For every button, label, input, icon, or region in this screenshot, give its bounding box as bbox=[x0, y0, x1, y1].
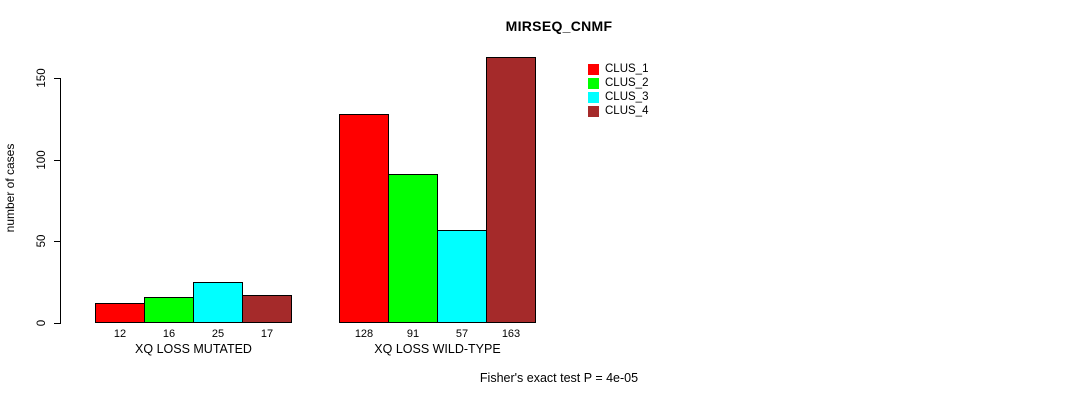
legend-item-clus_4: CLUS_4 bbox=[588, 104, 648, 118]
bar-value-label: 163 bbox=[501, 328, 521, 340]
bar-clus_3 bbox=[437, 230, 487, 323]
bar-clus_1 bbox=[339, 114, 389, 323]
bar-clus_1 bbox=[95, 303, 145, 323]
legend-item-clus_3: CLUS_3 bbox=[588, 90, 648, 104]
y-axis-label: number of cases bbox=[3, 143, 17, 233]
x-category-label: XQ LOSS WILD-TYPE bbox=[374, 342, 501, 356]
bar-clus_2 bbox=[144, 297, 194, 323]
legend-item-clus_1: CLUS_1 bbox=[588, 62, 648, 76]
bar-value-label: 12 bbox=[113, 328, 127, 340]
bar-clus_4 bbox=[242, 295, 292, 323]
bar-value-label: 57 bbox=[455, 328, 469, 340]
legend-label: CLUS_3 bbox=[605, 91, 649, 103]
y-tick-mark bbox=[54, 160, 60, 161]
bar-value-label: 17 bbox=[260, 328, 274, 340]
legend-color-swatch bbox=[588, 77, 599, 89]
y-tick-label: 50 bbox=[36, 234, 48, 248]
legend-color-swatch bbox=[588, 105, 599, 117]
legend-label: CLUS_4 bbox=[605, 105, 649, 117]
legend-label: CLUS_1 bbox=[605, 63, 649, 75]
bar-clus_3 bbox=[193, 282, 243, 323]
legend-color-swatch bbox=[588, 63, 599, 75]
y-tick-mark bbox=[54, 241, 60, 242]
bar-clus_2 bbox=[388, 174, 438, 323]
bar-clus_4 bbox=[486, 57, 536, 323]
legend-color-swatch bbox=[588, 91, 599, 103]
y-tick-label: 150 bbox=[36, 68, 48, 88]
y-axis-line bbox=[60, 78, 61, 324]
legend: CLUS_1 CLUS_2 CLUS_3 CLUS_4 bbox=[588, 62, 648, 118]
bar-value-label: 128 bbox=[354, 328, 374, 340]
y-tick-label: 0 bbox=[36, 319, 48, 327]
y-tick-label: 100 bbox=[36, 150, 48, 170]
legend-item-clus_2: CLUS_2 bbox=[588, 76, 648, 90]
x-category-label: XQ LOSS MUTATED bbox=[135, 342, 252, 356]
bar-value-label: 16 bbox=[162, 328, 176, 340]
annotation-text: Fisher's exact test P = 4e-05 bbox=[479, 371, 639, 385]
bar-value-label: 25 bbox=[211, 328, 225, 340]
chart-title: MIRSEQ_CNMF bbox=[505, 18, 613, 34]
legend-label: CLUS_2 bbox=[605, 77, 649, 89]
y-tick-mark bbox=[54, 78, 60, 79]
y-tick-mark bbox=[54, 323, 60, 324]
bar-value-label: 91 bbox=[406, 328, 420, 340]
